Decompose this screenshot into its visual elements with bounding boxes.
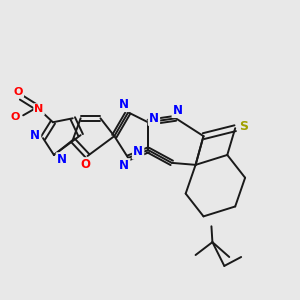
Text: N: N <box>149 112 159 125</box>
Text: O: O <box>11 112 20 122</box>
Text: N: N <box>34 104 44 114</box>
Text: N: N <box>119 98 129 111</box>
Text: N: N <box>133 146 143 158</box>
Text: N: N <box>30 129 40 142</box>
Text: O: O <box>81 158 91 171</box>
Text: N: N <box>119 159 129 172</box>
Text: N: N <box>173 104 183 117</box>
Text: O: O <box>14 86 23 97</box>
Text: N: N <box>57 153 67 167</box>
Text: S: S <box>238 120 247 133</box>
